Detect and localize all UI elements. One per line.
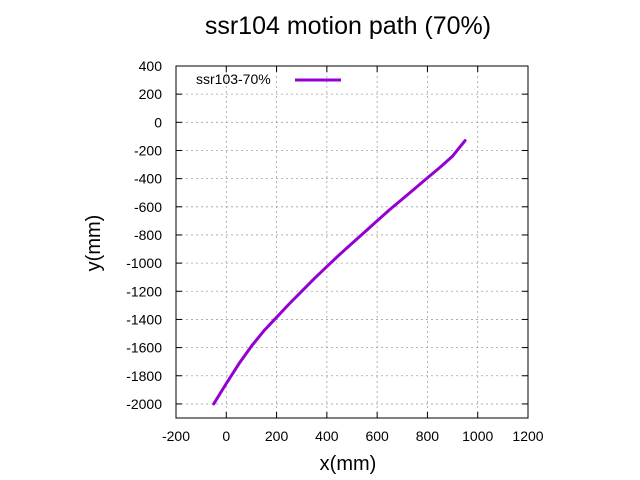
x-tick-label: 0 xyxy=(222,428,230,444)
y-tick-label: -1600 xyxy=(126,340,162,356)
x-tick-label: 1200 xyxy=(512,428,543,444)
series-line xyxy=(212,139,467,406)
y-tick-label: -1800 xyxy=(126,368,162,384)
chart-title: ssr104 motion path (70%) xyxy=(205,12,491,40)
y-tick-label: 200 xyxy=(139,86,163,102)
y-tick-label: -1000 xyxy=(126,255,162,271)
plot-frame xyxy=(175,65,529,419)
y-tick-label: 0 xyxy=(154,114,162,130)
y-tick-label: -200 xyxy=(134,142,162,158)
axis-ticks xyxy=(175,65,529,418)
y-tick-labels: 400 200 0 -200 -400 -600 -800 -1000 -1200 -1400 -1… xyxy=(126,58,162,412)
x-tick-label: 400 xyxy=(315,428,339,444)
y-tick-label: -600 xyxy=(134,199,162,215)
y-tick-label: -1200 xyxy=(126,283,162,299)
x-tick-label: 1000 xyxy=(462,428,493,444)
y-tick-label: -400 xyxy=(134,171,162,187)
y-tick-label: -2000 xyxy=(126,396,162,412)
x-tick-label: 600 xyxy=(365,428,389,444)
y-tick-label: -800 xyxy=(134,227,162,243)
legend: ssr103-70% xyxy=(196,71,341,87)
x-tick-labels: -200 0 200 400 600 800 1000 1200 xyxy=(162,428,544,444)
x-axis-title: x(mm) xyxy=(320,453,377,475)
y-axis-title: y(mm) xyxy=(83,215,105,272)
y-tick-label: -1400 xyxy=(126,311,162,327)
legend-label: ssr103-70% xyxy=(196,71,271,87)
y-tick-label: 400 xyxy=(139,58,163,74)
series-layer xyxy=(212,139,467,406)
x-tick-label: 200 xyxy=(265,428,289,444)
x-tick-label: 800 xyxy=(416,428,440,444)
x-tick-label: -200 xyxy=(162,428,190,444)
